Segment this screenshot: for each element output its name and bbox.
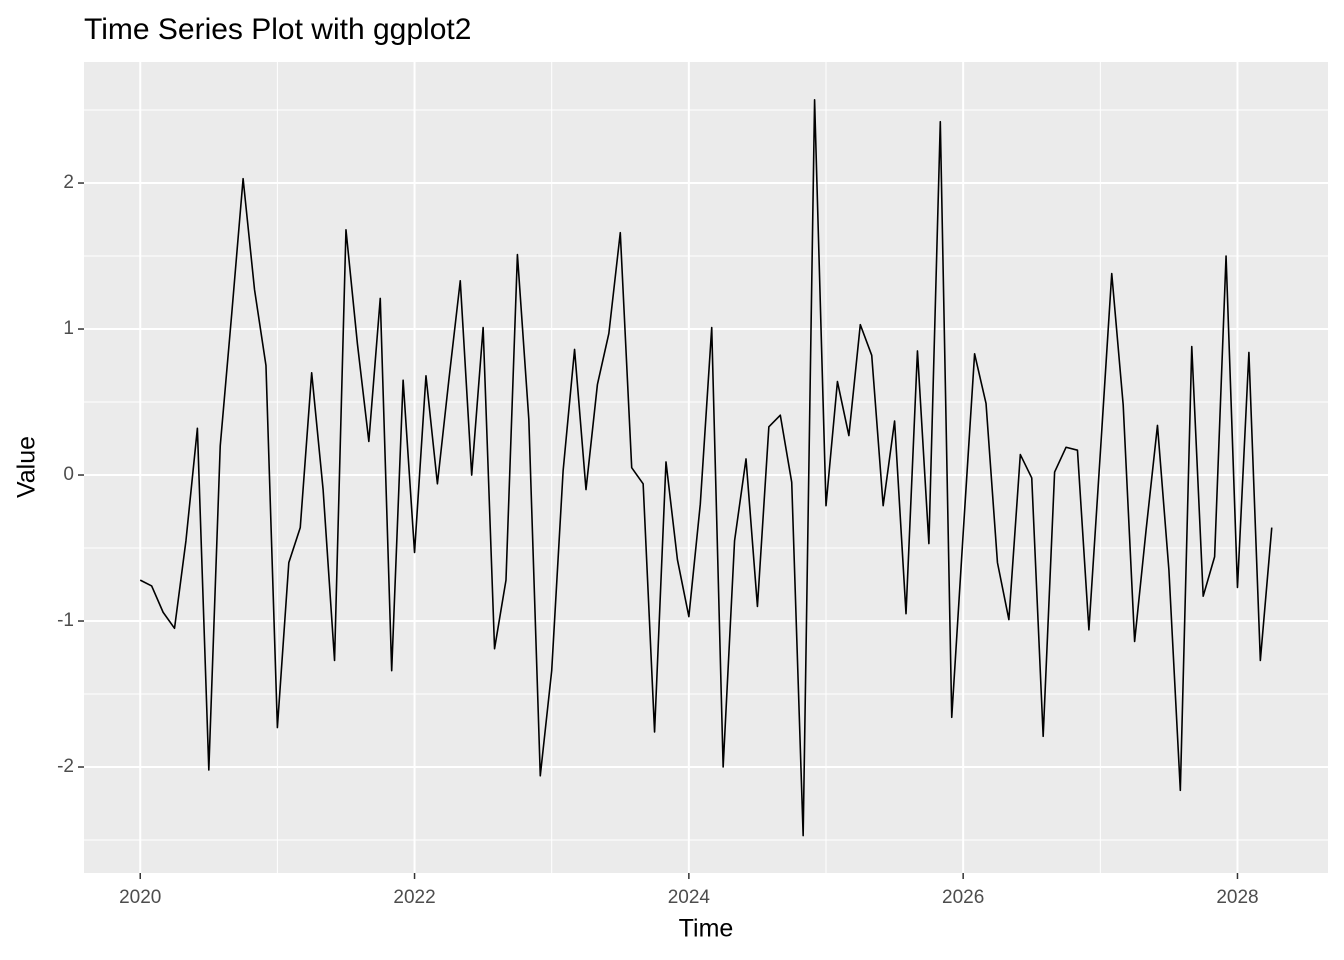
series-line — [139, 99, 1273, 837]
x-tick-label: 2022 — [393, 887, 435, 908]
grid — [84, 62, 1328, 873]
y-axis-title: Value — [13, 436, 41, 498]
x-tick-label: 2020 — [119, 887, 161, 908]
x-tick-label: 2028 — [1216, 887, 1258, 908]
chart-title: Time Series Plot with ggplot2 — [84, 13, 471, 46]
y-tick-label: -1 — [57, 610, 74, 631]
y-tick-label: 1 — [63, 318, 74, 339]
x-tick-label: 2024 — [668, 887, 711, 908]
y-tick-label: -2 — [57, 756, 74, 777]
x-axis-title: Time — [679, 915, 734, 943]
marks — [139, 99, 1273, 837]
x-tick-label: 2026 — [942, 887, 984, 908]
y-tick-label: 0 — [63, 464, 74, 485]
panel-background — [84, 62, 1328, 873]
y-tick-label: 2 — [63, 172, 74, 193]
